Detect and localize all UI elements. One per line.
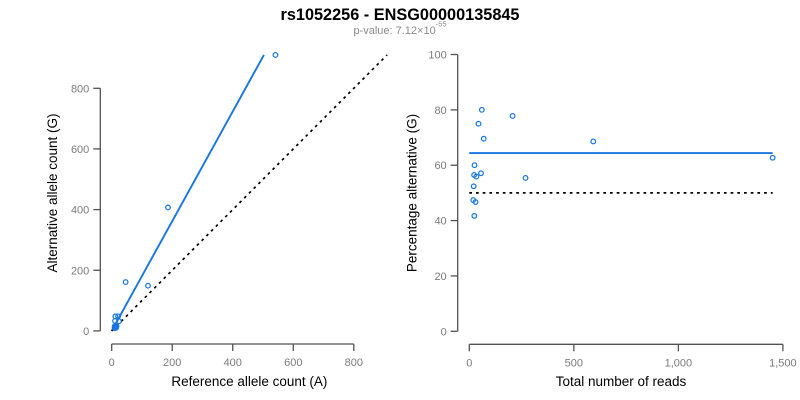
data-point	[478, 170, 484, 177]
identity-line	[111, 54, 388, 332]
data-point	[590, 138, 597, 145]
figure-title: rs1052256 - ENSG00000135845	[281, 6, 520, 24]
x-axis-tick-label: 0	[109, 357, 115, 369]
left-allele-count-plot: 0 200 400 600 800 0 200 400 600 800 Reference alle…	[45, 52, 388, 389]
x-axis-title: Total number of reads	[556, 374, 687, 389]
x-axis-tick-label: 200	[163, 357, 181, 369]
x-axis-tick-label: 400	[224, 357, 242, 369]
data-point	[509, 113, 516, 119]
y-axis-tick-label: 20	[434, 271, 446, 283]
y-axis-tick-label: 40	[434, 216, 446, 228]
y-axis-tick-label: 600	[71, 144, 89, 156]
x-axis-tick-label: 1,000	[665, 357, 693, 369]
y-axis-tick-label: 800	[71, 83, 89, 95]
y-axis-tick-label: 60	[434, 160, 446, 172]
x-axis-title: Reference allele count (A)	[171, 374, 327, 389]
data-point	[471, 212, 478, 219]
y-axis-title: Percentage alternative (G)	[405, 114, 420, 272]
data-point	[165, 204, 171, 211]
data-point	[272, 52, 279, 58]
data-point	[116, 318, 122, 325]
y-axis-tick-label: 100	[428, 50, 446, 62]
ase-ratio-line	[110, 54, 265, 332]
data-point	[145, 282, 151, 289]
x-axis-tick-label: 0	[466, 357, 472, 369]
x-axis-tick-label: 1,500	[769, 357, 797, 369]
y-axis-title: Alternative allele count (G)	[45, 113, 60, 272]
data-point	[122, 279, 129, 286]
data-point	[471, 162, 478, 169]
data-point	[472, 199, 479, 205]
data-point	[475, 120, 482, 127]
figure-subtitle: p-value: 7.12×10-55	[353, 20, 446, 38]
data-point	[478, 106, 485, 113]
y-axis-tick-label: 200	[71, 265, 89, 277]
x-axis-tick-label: 500	[565, 357, 583, 369]
data-point	[480, 135, 487, 142]
figure-subtitle-exponent: -55	[436, 20, 447, 29]
y-axis-tick-label: 0	[441, 326, 447, 338]
data-point	[470, 183, 477, 190]
data-point	[522, 175, 529, 181]
figure-subtitle-pvalue: p-value: 7.12×10	[353, 25, 435, 37]
right-percentage-plot: 0 20 40 60 80 100 0 500 1,000 1,500 Total number o…	[405, 50, 797, 390]
data-point	[113, 324, 119, 331]
data-point	[473, 173, 480, 180]
data-point	[769, 154, 776, 161]
x-axis-tick-label: 600	[284, 357, 302, 369]
y-axis-tick-label: 0	[83, 326, 89, 338]
y-axis-tick-label: 80	[434, 105, 446, 117]
y-axis-tick-label: 400	[71, 205, 89, 217]
x-axis-tick-label: 800	[345, 357, 363, 369]
